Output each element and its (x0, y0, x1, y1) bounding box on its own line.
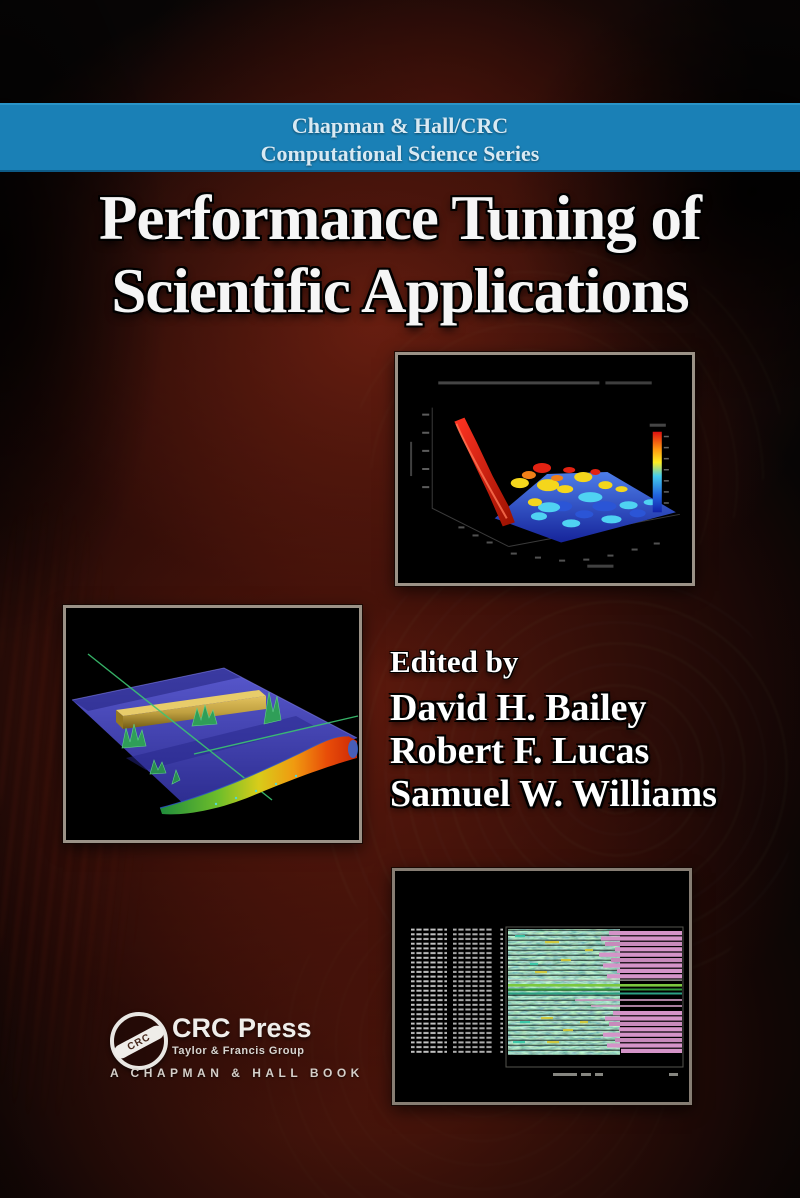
series-name: Computational Science Series (260, 141, 540, 166)
series-publisher: Chapman & Hall/CRC (291, 113, 509, 138)
publisher-name: CRC Press (172, 1013, 312, 1043)
wave-plot-thumbnail (63, 605, 362, 843)
surface-plot-art (398, 355, 692, 583)
trace-timeline-art (395, 871, 689, 1102)
crc-logo-text: CRC (125, 1031, 153, 1053)
edited-by-block: Edited by David H. Bailey Robert F. Luca… (390, 645, 717, 816)
surface-plot-thumbnail (395, 352, 695, 586)
series-banner: Chapman & Hall/CRC Computational Science… (0, 103, 800, 172)
editor-name: David H. Bailey (390, 687, 647, 729)
publisher-group: Taylor & Francis Group (172, 1045, 305, 1057)
editor-name: Samuel W. Williams (390, 773, 717, 815)
trace-timeline-thumbnail (392, 868, 692, 1105)
book-title: Performance Tuning of Scientific Applica… (0, 182, 800, 328)
crc-press-logo: CRC (110, 1012, 168, 1070)
title-line-1: Performance Tuning of (99, 183, 702, 253)
edited-by-label: Edited by (390, 644, 519, 679)
title-line-2: Scientific Applications (111, 256, 689, 326)
editor-name: Robert F. Lucas (390, 730, 650, 772)
imprint-line: A CHAPMAN & HALL BOOK (110, 1066, 364, 1080)
wave-plot-art (66, 608, 359, 840)
crc-logo-band: CRC (111, 1023, 167, 1061)
publisher-brand: CRC Press Taylor & Francis Group (172, 1014, 312, 1057)
